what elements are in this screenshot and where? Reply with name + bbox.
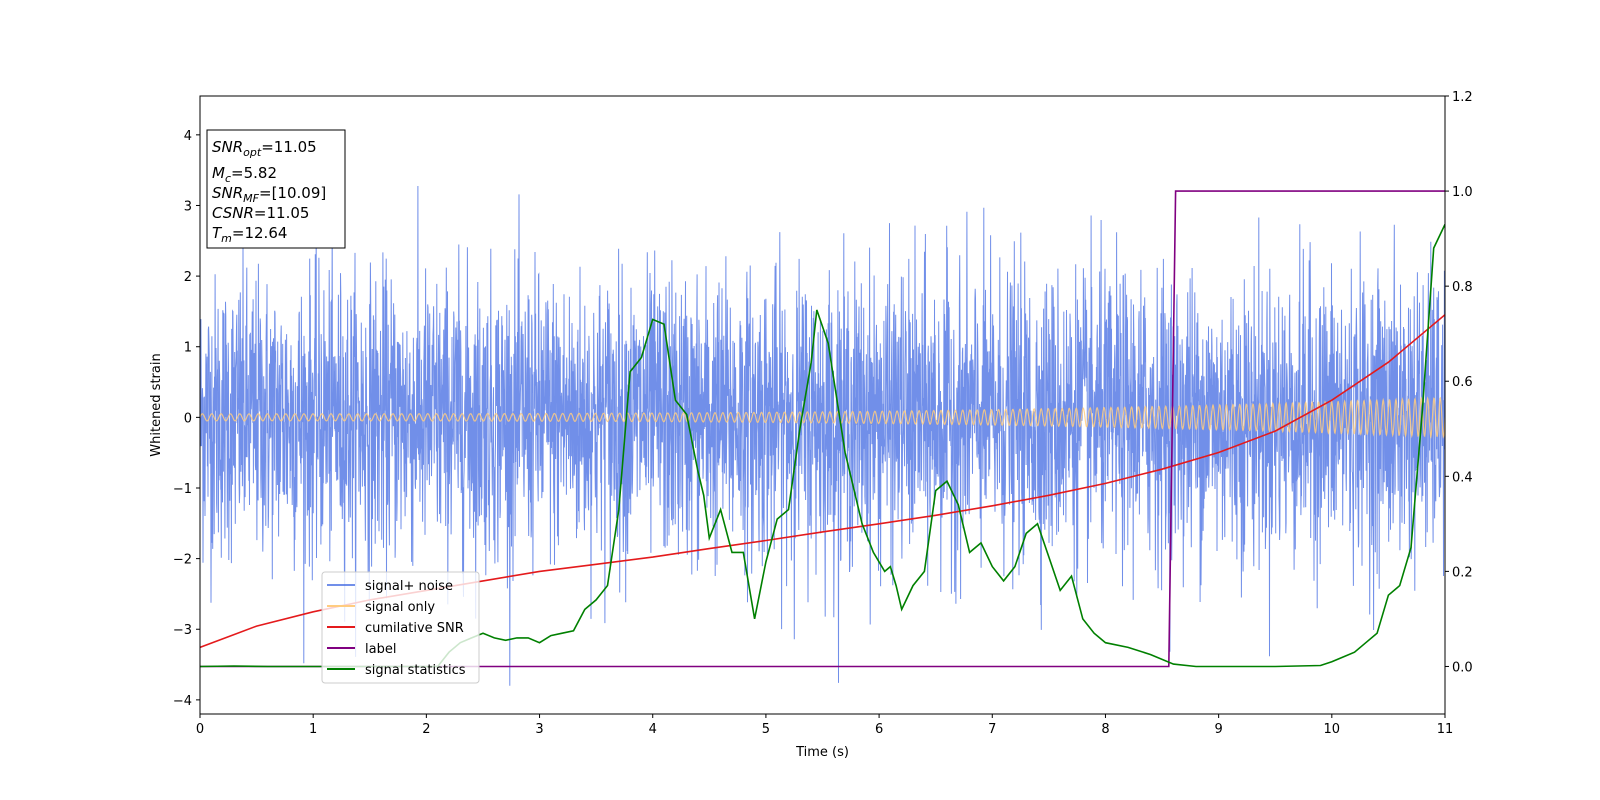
y-left-tick-label: −2 xyxy=(173,553,192,568)
x-tick-label: 10 xyxy=(1324,722,1341,737)
x-tick-label: 9 xyxy=(1214,722,1222,737)
annotation-line: Tm=12.64 xyxy=(212,224,287,245)
annotation-box: SNRopt=11.05 Mc=5.82SNRMF=[10.09]CSNR=11.… xyxy=(206,129,346,249)
annotation-line: CSNR=11.05 xyxy=(212,204,309,222)
y-right-tick-label: 0.8 xyxy=(1452,280,1473,295)
y-left-tick-label: 2 xyxy=(184,270,192,285)
x-tick-label: 8 xyxy=(1101,722,1109,737)
y-left-tick-label: 1 xyxy=(184,341,192,356)
legend-label: signal statistics xyxy=(365,663,466,678)
series-label xyxy=(200,190,1445,668)
series-signal-statistics xyxy=(200,224,1445,668)
x-tick-label: 5 xyxy=(762,722,770,737)
y-left-tick-label: 4 xyxy=(184,129,192,144)
series-signal-only xyxy=(200,396,1445,439)
axes-frame xyxy=(199,95,1446,715)
x-tick-label: 2 xyxy=(422,722,430,737)
y-left-tick-label: 3 xyxy=(184,199,192,214)
y-right-tick-label: 0.4 xyxy=(1452,470,1473,485)
left-axis: −4 −3 −2 −1 0 1 2 3 4 xyxy=(173,129,200,709)
y-right-tick-label: 1.0 xyxy=(1452,185,1473,200)
annotation-line: Mc=5.82 xyxy=(212,164,277,185)
y-left-tick-label: −4 xyxy=(173,694,192,709)
x-tick-label: 4 xyxy=(649,722,657,737)
y-right-tick-label: 0.2 xyxy=(1452,565,1473,580)
legend-label: cumilative SNR xyxy=(365,621,464,636)
annotation-frame xyxy=(206,129,346,249)
x-tick-label: 6 xyxy=(875,722,883,737)
x-tick-label: 11 xyxy=(1437,722,1454,737)
x-tick-label: 7 xyxy=(988,722,996,737)
y-right-tick-label: 1.2 xyxy=(1452,90,1473,105)
y-axis-label: Whitened strain xyxy=(149,353,164,456)
y-left-tick-label: −1 xyxy=(173,482,192,497)
annotation-line: SNRopt=11.05 xyxy=(212,138,317,159)
y-right-tick-label: 0.0 xyxy=(1452,660,1473,675)
y-left-tick-label: 0 xyxy=(184,411,192,426)
legend: signal+ noise signal only cumilative SNR la… xyxy=(321,571,480,684)
legend-frame xyxy=(321,571,480,684)
legend-label: signal+ noise xyxy=(365,579,453,594)
right-axis: 0.0 0.2 0.4 0.6 0.8 1.0 1.2 xyxy=(1445,90,1473,675)
x-tick-label: 0 xyxy=(196,722,204,737)
x-axis-label: Time (s) xyxy=(795,745,849,760)
annotation-line: SNRMF=[10.09] xyxy=(212,184,326,205)
y-left-tick-label: −3 xyxy=(173,623,192,638)
legend-label: label xyxy=(365,642,396,657)
x-tick-label: 1 xyxy=(309,722,317,737)
y-right-tick-label: 0.6 xyxy=(1452,375,1473,390)
x-axis: 0 1 2 3 4 5 6 7 8 9 10 11 xyxy=(196,714,1453,737)
x-tick-label: 3 xyxy=(535,722,543,737)
legend-label: signal only xyxy=(365,600,435,615)
